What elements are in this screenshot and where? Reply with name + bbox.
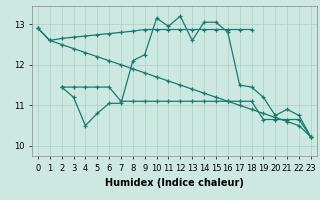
X-axis label: Humidex (Indice chaleur): Humidex (Indice chaleur): [105, 178, 244, 188]
